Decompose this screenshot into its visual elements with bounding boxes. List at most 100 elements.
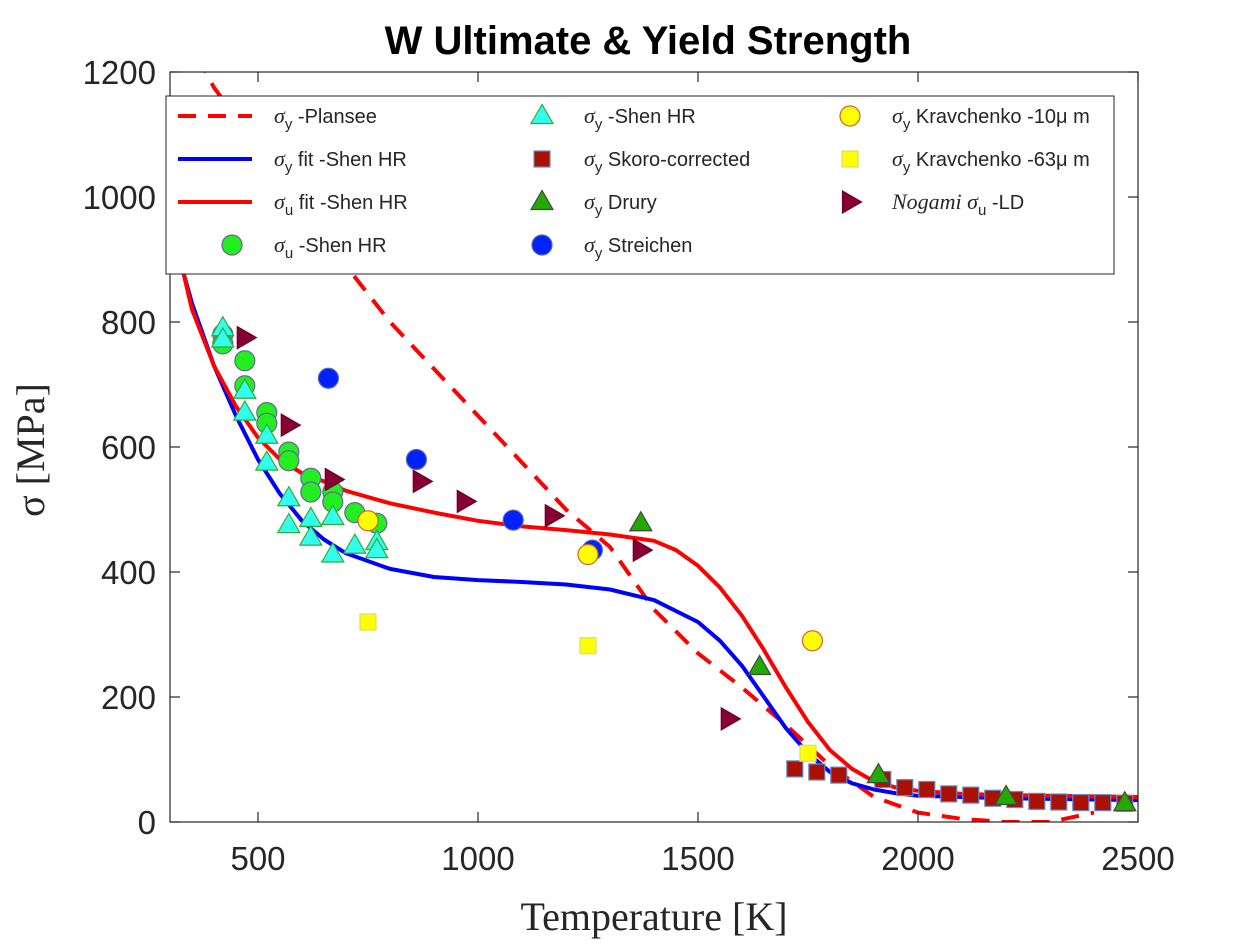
data-point (830, 766, 848, 784)
legend-swatch-marker (841, 150, 859, 168)
data-point (232, 399, 257, 421)
legend-label: σu fit -Shen HR (274, 189, 408, 219)
legend-entry: σy -Shen HR (529, 103, 696, 133)
legend-label: σy Streichen (584, 232, 692, 262)
legend-swatch-marker (841, 189, 863, 215)
legend-entry: σy Drury (529, 189, 657, 219)
data-point (412, 469, 434, 494)
legend-label: Nogami σu -LD (891, 189, 1024, 219)
legend-entry: σy Kravchenko -10μ m (839, 103, 1090, 133)
data-point (866, 762, 891, 784)
series-markers-3 (628, 510, 1137, 812)
legend-label: σy -Shen HR (584, 103, 696, 133)
data-point (579, 637, 597, 655)
legend-swatch-marker (839, 105, 861, 127)
data-point (1072, 794, 1090, 812)
legend-entry: σy Kravchenko -63μ m (841, 146, 1090, 176)
data-point (940, 785, 958, 803)
legend: σy -Plansee σy fit -Shen HR σu fit -Shen H… (165, 95, 1115, 275)
series-markers-6 (359, 613, 817, 762)
data-point (786, 760, 804, 778)
series-line-1 (181, 271, 1138, 803)
data-point (234, 350, 256, 372)
legend-label: σy -Plansee (274, 103, 377, 133)
data-point (276, 485, 301, 507)
data-point (320, 541, 345, 563)
data-point (357, 510, 379, 532)
data-point (324, 467, 346, 492)
y-tick-label: 400 (101, 554, 156, 591)
data-point (298, 506, 323, 527)
data-point (210, 326, 235, 348)
data-point (300, 481, 322, 503)
data-point (1050, 793, 1068, 811)
x-tick-label: 2500 (1101, 840, 1174, 877)
series-line-2 (181, 271, 1138, 799)
y-tick-label: 1200 (83, 54, 156, 91)
data-point (278, 450, 300, 472)
data-point (577, 543, 599, 566)
legend-entry: σy Skoro-corrected (533, 146, 750, 176)
data-point (254, 423, 279, 444)
data-point (1028, 792, 1046, 810)
data-point (918, 780, 936, 799)
data-point (1094, 794, 1112, 812)
y-axis-label: σ [MPa] (8, 383, 53, 517)
y-tick-label: 600 (101, 429, 156, 466)
series-markers-2 (786, 760, 1134, 812)
data-point (632, 538, 654, 563)
series-markers-0 (212, 323, 388, 534)
series-markers-7 (236, 325, 742, 731)
legend-entry: σu fit -Shen HR (178, 189, 408, 219)
data-point (747, 654, 772, 676)
x-tick-label: 500 (230, 840, 285, 877)
data-point (364, 537, 389, 559)
legend-box (165, 95, 1115, 275)
data-point (317, 367, 339, 389)
data-point (962, 786, 980, 804)
data-point (320, 504, 345, 526)
legend-entry: Nogami σu -LD (841, 189, 1024, 219)
legend-entry: σu -Shen HR (221, 232, 387, 262)
chart-title: W Ultimate & Yield Strength (385, 19, 912, 63)
data-point (342, 533, 367, 554)
legend-entry: σy Streichen (531, 232, 692, 262)
series-group (181, 72, 1138, 822)
legend-swatch-marker (533, 150, 551, 168)
legend-label: σy fit -Shen HR (274, 146, 407, 176)
y-tick-label: 1000 (83, 179, 156, 216)
legend-swatch-marker (531, 234, 553, 256)
data-point (720, 706, 742, 731)
data-point (456, 489, 478, 514)
legend-label: σy Skoro-corrected (584, 146, 750, 176)
legend-swatch-marker (529, 189, 555, 211)
data-point (896, 779, 914, 797)
legend-entry: σy fit -Shen HR (178, 146, 407, 176)
legend-swatch-marker (529, 103, 555, 125)
data-point (298, 524, 323, 546)
data-point (236, 325, 258, 350)
series-markers-5 (357, 510, 824, 652)
x-axis-label: Temperature [K] (520, 894, 787, 939)
data-point (280, 413, 302, 438)
data-point (276, 512, 301, 534)
data-point (801, 630, 824, 652)
data-point (808, 763, 826, 781)
axes: 500 1000 1500 2000 2500 0 200 400 600 800 1000 1200 (83, 54, 1175, 877)
x-tick-label: 1000 (441, 840, 514, 877)
data-point (1112, 790, 1137, 812)
y-tick-label: 800 (101, 304, 156, 341)
y-tick-label: 200 (101, 679, 156, 716)
data-point (405, 448, 427, 471)
legend-label: σu -Shen HR (274, 232, 387, 262)
data-point (254, 449, 279, 471)
legend-label: σy Kravchenko -63μ m (892, 146, 1090, 176)
data-point (628, 510, 653, 532)
data-point (359, 613, 377, 631)
x-tick-label: 2000 (881, 840, 954, 877)
series-markers-1 (210, 315, 389, 563)
legend-label: σy Kravchenko -10μ m (892, 103, 1090, 133)
plot-area (181, 72, 1138, 822)
data-point (502, 509, 524, 531)
